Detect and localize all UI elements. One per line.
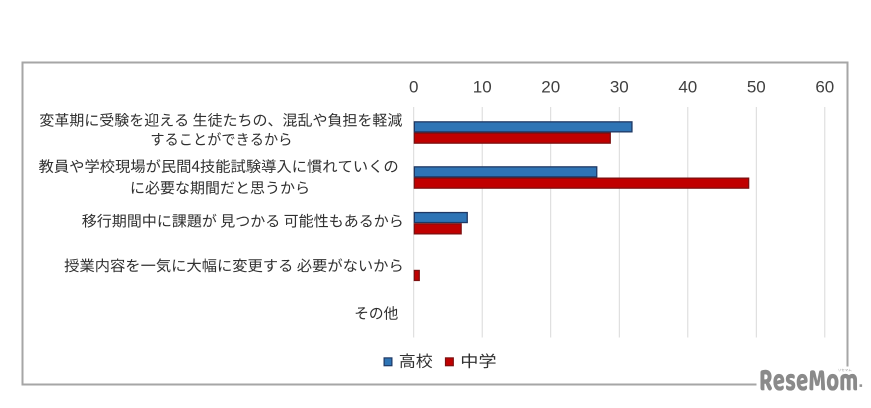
- svg-text:30: 30: [610, 78, 629, 97]
- svg-text:0: 0: [409, 78, 418, 97]
- svg-text:40: 40: [678, 78, 697, 97]
- svg-text:50: 50: [747, 78, 766, 97]
- svg-text:20: 20: [541, 78, 560, 97]
- svg-text:60: 60: [815, 78, 834, 97]
- svg-text:10: 10: [473, 78, 492, 97]
